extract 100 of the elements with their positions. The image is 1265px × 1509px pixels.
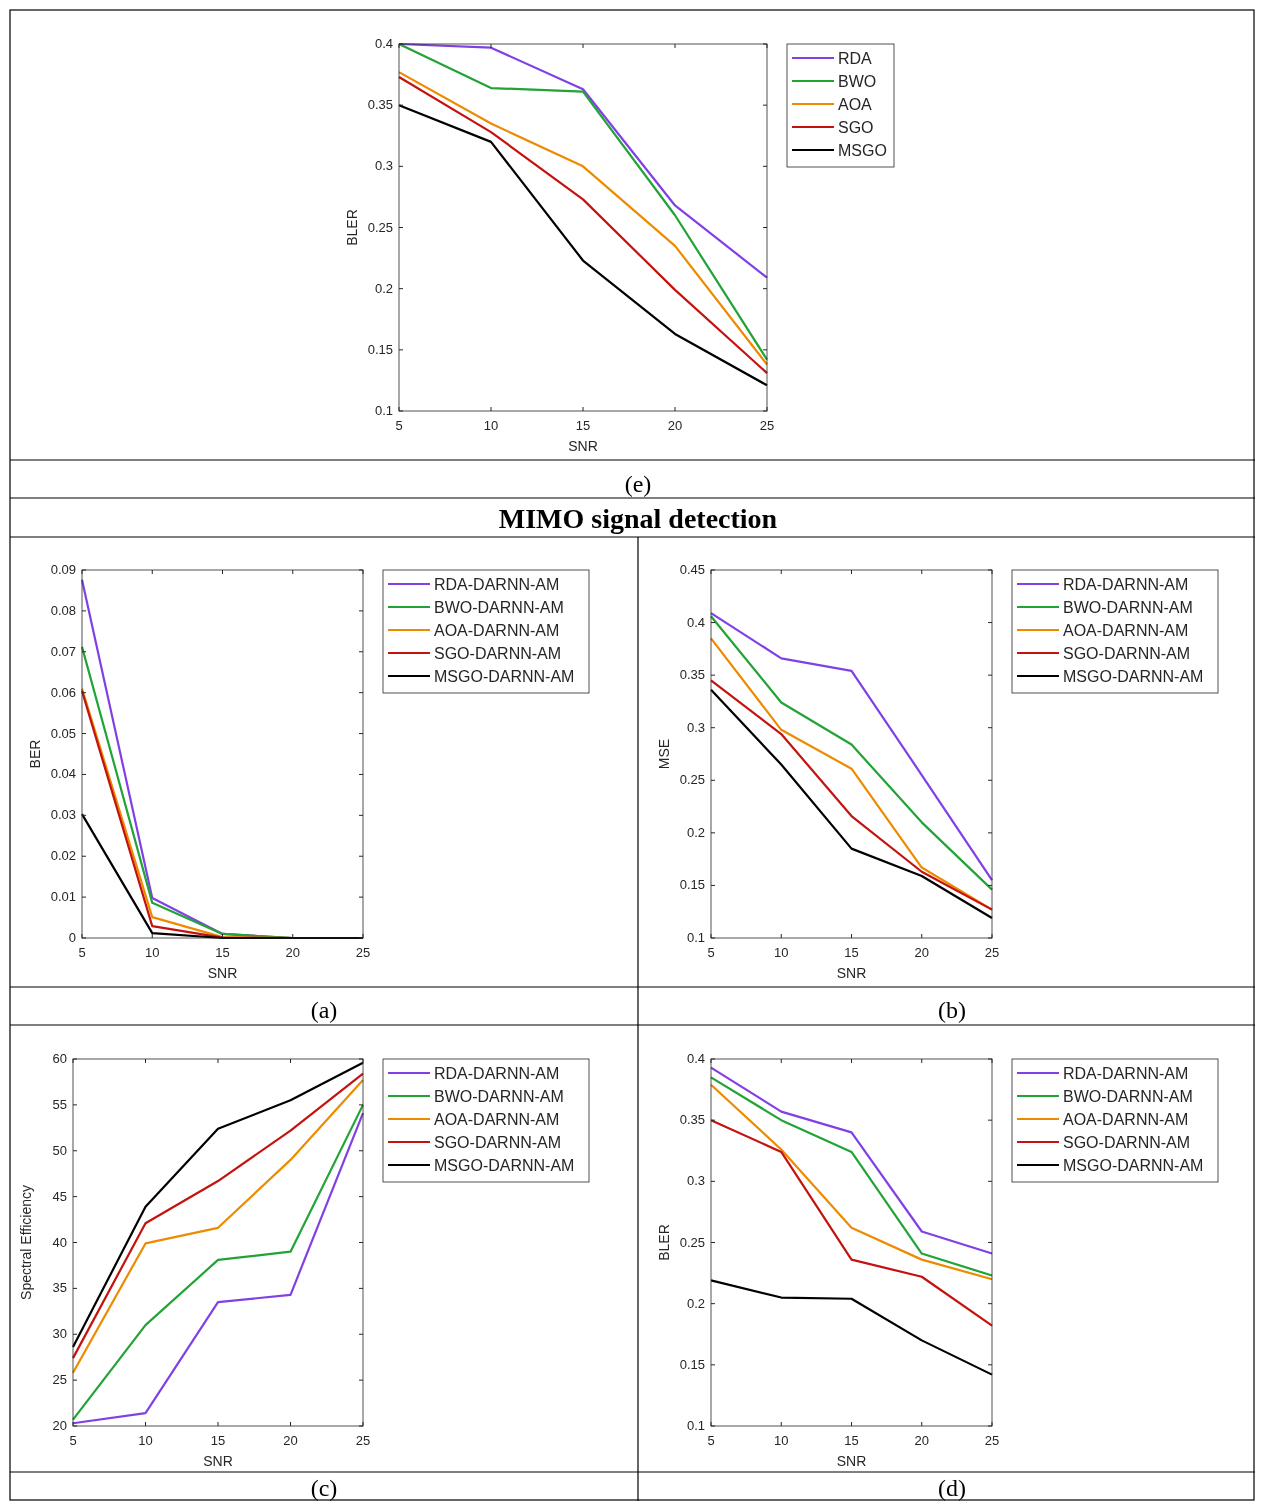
y-tick-label: 0.15 bbox=[679, 877, 705, 893]
y-tick-label: 0.15 bbox=[367, 341, 393, 357]
legend-label: BWO-DARNN-AM bbox=[1063, 1088, 1193, 1105]
text: (e) bbox=[624, 471, 652, 497]
y-tick-label: 20 bbox=[52, 1418, 67, 1433]
legend-label: RDA-DARNN-AM bbox=[434, 1065, 560, 1082]
text: (c) bbox=[310, 1475, 338, 1501]
y-tick-label: 0.3 bbox=[686, 1173, 705, 1189]
legend-label: BWO-DARNN-AM bbox=[1063, 599, 1193, 616]
y-tick-label: 0.4 bbox=[686, 1051, 705, 1066]
y-tick-label: 0.04 bbox=[50, 766, 76, 782]
line-series bbox=[709, 1119, 994, 1327]
y-tick-label: 0.1 bbox=[686, 1418, 705, 1433]
y-tick-label: 0.2 bbox=[374, 280, 393, 296]
legend-label: AOA-DARNN-AM bbox=[434, 622, 560, 639]
y-axis-title: BER bbox=[27, 739, 43, 769]
y-tick-label: 0.3 bbox=[374, 158, 393, 174]
legend-label: BWO-DARNN-AM bbox=[434, 1088, 564, 1105]
y-tick-label: 0.1 bbox=[686, 930, 705, 945]
y-tick-label: 0.4 bbox=[686, 614, 705, 630]
legend-label: MSGO-DARNN-AM bbox=[1063, 1157, 1204, 1174]
y-tick-label: 0.25 bbox=[367, 219, 393, 235]
x-tick-label: 20 bbox=[914, 945, 929, 960]
legend-label: MSGO-DARNN-AM bbox=[434, 1157, 575, 1174]
y-tick-label: 0.45 bbox=[679, 562, 705, 577]
y-tick-label: 0.15 bbox=[679, 1356, 705, 1372]
x-tick-label: 10 bbox=[145, 945, 160, 960]
y-tick-label: 55 bbox=[52, 1096, 67, 1112]
x-tick-label: 5 bbox=[707, 945, 715, 960]
legend-label: MSGO-DARNN-AM bbox=[1063, 668, 1204, 685]
y-tick-label: 0.09 bbox=[50, 562, 76, 577]
y-axis-title: BLER bbox=[344, 209, 360, 246]
x-tick-label: 15 bbox=[844, 945, 859, 960]
legend-label: RDA-DARNN-AM bbox=[434, 576, 560, 593]
legend-label: RDA bbox=[838, 50, 873, 67]
text: (d) bbox=[938, 1475, 966, 1501]
legend-label: AOA-DARNN-AM bbox=[1063, 622, 1189, 639]
legend-label: RDA-DARNN-AM bbox=[1063, 1065, 1189, 1082]
x-axis-title: SNR bbox=[568, 438, 598, 454]
legend-label: SGO bbox=[838, 119, 874, 136]
legend-label: SGO-DARNN-AM bbox=[1063, 1134, 1191, 1151]
y-tick-label: 0.07 bbox=[50, 643, 76, 659]
legend-label: MSGO-DARNN-AM bbox=[434, 668, 575, 685]
x-axis-title: SNR bbox=[207, 965, 238, 981]
y-tick-label: 0.06 bbox=[50, 684, 76, 700]
x-tick-label: 15 bbox=[210, 1433, 226, 1448]
y-tick-label: 0.2 bbox=[686, 1295, 705, 1311]
y-tick-label: 0.02 bbox=[50, 848, 76, 864]
y-tick-label: 0.03 bbox=[50, 807, 76, 823]
x-tick-label: 5 bbox=[707, 1433, 715, 1448]
x-tick-label: 10 bbox=[138, 1433, 153, 1448]
x-axis-title: SNR bbox=[836, 1453, 867, 1469]
x-tick-label: 15 bbox=[215, 945, 230, 960]
line-series bbox=[709, 1279, 994, 1376]
x-tick-label: 25 bbox=[984, 945, 1000, 960]
y-tick-label: 25 bbox=[52, 1372, 67, 1388]
y-tick-label: 0.35 bbox=[679, 1112, 705, 1128]
y-tick-label: 0.01 bbox=[50, 889, 76, 905]
y-tick-label: 0.05 bbox=[50, 725, 76, 741]
legend-label: BWO bbox=[838, 73, 877, 90]
x-tick-label: 15 bbox=[575, 418, 591, 433]
legend-label: MSGO bbox=[838, 142, 887, 159]
y-tick-label: 0.1 bbox=[374, 403, 393, 418]
y-tick-label: 0.4 bbox=[374, 36, 393, 51]
x-tick-label: 10 bbox=[483, 418, 499, 433]
x-tick-label: 20 bbox=[914, 1433, 929, 1448]
y-tick-label: 0.3 bbox=[686, 719, 705, 735]
y-tick-label: 60 bbox=[52, 1051, 67, 1066]
y-tick-label: 30 bbox=[52, 1326, 67, 1342]
y-axis-title: BLER bbox=[656, 1224, 672, 1261]
y-tick-label: 0.35 bbox=[367, 97, 393, 113]
x-tick-label: 20 bbox=[283, 1433, 298, 1448]
line-series bbox=[709, 1066, 994, 1255]
x-tick-label: 15 bbox=[844, 1433, 859, 1448]
text: MIMO signal detection bbox=[498, 503, 778, 534]
y-axis-title: Spectral Efficiency bbox=[18, 1185, 34, 1300]
legend-label: SGO-DARNN-AM bbox=[434, 645, 562, 662]
y-tick-label: 35 bbox=[52, 1280, 67, 1296]
text: (a) bbox=[310, 997, 338, 1023]
x-tick-label: 20 bbox=[667, 418, 683, 433]
legend-label: AOA-DARNN-AM bbox=[1063, 1111, 1189, 1128]
y-axis-title: MSE bbox=[656, 738, 672, 770]
x-tick-label: 10 bbox=[774, 945, 789, 960]
y-tick-label: 0.2 bbox=[686, 824, 705, 840]
y-tick-label: 0 bbox=[68, 930, 76, 945]
x-axis-title: SNR bbox=[836, 965, 867, 981]
y-tick-label: 40 bbox=[52, 1234, 67, 1250]
x-tick-label: 25 bbox=[355, 945, 371, 960]
legend-label: SGO-DARNN-AM bbox=[1063, 645, 1191, 662]
x-tick-label: 25 bbox=[355, 1433, 371, 1448]
x-tick-label: 20 bbox=[285, 945, 300, 960]
legend-label: SGO-DARNN-AM bbox=[434, 1134, 562, 1151]
y-tick-label: 50 bbox=[52, 1142, 67, 1158]
y-tick-label: 0.08 bbox=[50, 602, 76, 618]
x-axis-title: SNR bbox=[203, 1453, 233, 1469]
y-tick-label: 45 bbox=[52, 1188, 67, 1204]
x-tick-label: 5 bbox=[78, 945, 86, 960]
x-tick-label: 25 bbox=[759, 418, 775, 433]
legend-label: AOA bbox=[838, 96, 873, 113]
y-tick-label: 0.25 bbox=[679, 1234, 705, 1250]
